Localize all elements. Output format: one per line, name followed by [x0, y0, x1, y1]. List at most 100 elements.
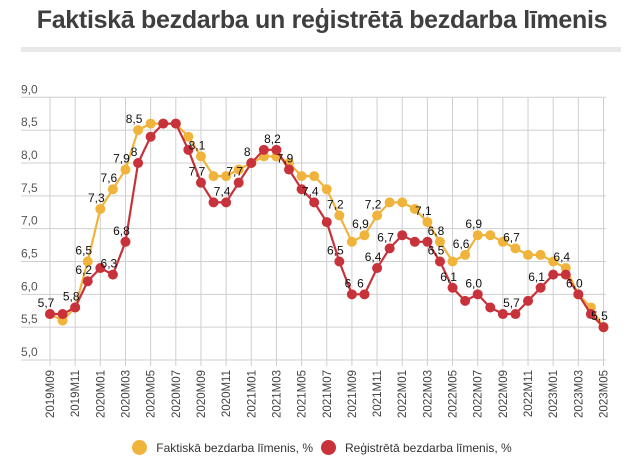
data-point-registreta: [497, 309, 508, 320]
x-tick-label: 2022M09: [498, 370, 510, 418]
y-axis-ticks: 5,0 5,5 6,0 6,5 7,0 7,5 8,0 8,5 9,0: [21, 82, 38, 359]
data-point-faktiska: [434, 236, 445, 247]
data-point-registreta: [334, 256, 345, 267]
data-point-registreta: [233, 177, 244, 188]
data-point-registreta: [133, 157, 144, 168]
data-point-faktiska: [510, 243, 521, 254]
data-label: 6,1: [440, 270, 457, 284]
data-point-faktiska: [372, 210, 383, 221]
data-point-faktiska: [183, 131, 194, 142]
legend-label-faktiska: Faktiskā bezdarba līmenis, %: [156, 440, 313, 455]
data-label: 7,7: [189, 165, 206, 179]
data-point-faktiska: [133, 125, 144, 136]
x-tick-label: 2021M09: [347, 370, 359, 418]
x-tick-label: 2022M11: [523, 370, 535, 417]
data-label: 8,2: [264, 132, 281, 146]
data-label: 5,7: [38, 296, 55, 310]
data-point-faktiska: [409, 203, 420, 214]
y-tick-label: 6,5: [21, 246, 38, 260]
data-point-faktiska: [334, 210, 345, 221]
y-tick-label: 7,0: [21, 214, 38, 228]
legend-item-registreta[interactable]: Reģistrētā bezdarba līmenis, %: [320, 440, 512, 455]
data-label: 6,7: [377, 230, 394, 244]
data-point-registreta: [346, 289, 357, 300]
x-tick-label: 2019M09: [45, 370, 57, 418]
data-point-registreta: [372, 263, 383, 274]
data-point-registreta: [560, 269, 571, 280]
data-point-registreta: [422, 236, 433, 247]
x-tick-label: 2020M11: [221, 370, 233, 417]
data-point-faktiska: [359, 230, 370, 241]
data-point-registreta: [183, 144, 194, 155]
data-point-registreta: [120, 236, 131, 247]
x-axis-ticks: 2019M09 2019M11 2020M01 2020M03 2020M05 2020M…: [45, 370, 611, 418]
legend-marker-faktiska: [132, 440, 148, 455]
data-point-faktiska: [233, 164, 244, 175]
data-point-registreta: [195, 177, 206, 188]
data-point-faktiska: [535, 249, 546, 260]
data-point-faktiska: [195, 151, 206, 162]
data-label: 6,3: [101, 257, 118, 271]
data-label: 6: [357, 276, 364, 290]
data-label: 6,9: [352, 217, 369, 231]
data-point-faktiska: [221, 171, 232, 182]
data-label: 8,5: [126, 112, 143, 126]
data-label: 8: [244, 145, 251, 159]
data-point-registreta: [447, 282, 458, 293]
data-label: 6: [345, 276, 352, 290]
x-tick-label: 2021M07: [322, 370, 334, 418]
data-point-faktiska: [208, 171, 219, 182]
x-tick-label: 2021M05: [297, 370, 309, 418]
x-tick-label: 2022M03: [422, 370, 434, 418]
data-point-faktiska: [485, 230, 496, 241]
data-point-faktiska: [309, 171, 320, 182]
data-label: 6,5: [327, 243, 344, 257]
data-point-registreta: [82, 276, 93, 287]
y-tick-label: 5,5: [21, 312, 38, 326]
data-point-registreta: [510, 309, 521, 320]
data-label: 8,1: [189, 138, 206, 152]
data-label: 7,6: [101, 171, 118, 185]
data-point-faktiska: [346, 236, 357, 247]
data-point-faktiska: [321, 184, 332, 195]
data-point-registreta: [359, 289, 370, 300]
data-point-faktiska: [384, 197, 395, 208]
data-label: 7,2: [327, 198, 344, 212]
data-label: 6,4: [553, 250, 570, 264]
x-tick-label: 2019M11: [70, 370, 82, 417]
data-label: 7,9: [277, 152, 294, 166]
x-tick-label: 2020M03: [120, 370, 132, 418]
title-divider: [21, 47, 621, 52]
y-tick-label: 8,5: [21, 115, 38, 129]
data-point-registreta: [548, 269, 559, 280]
x-tick-label: 2023M05: [599, 370, 611, 418]
data-label: 6,4: [365, 250, 382, 264]
data-label: 7,2: [365, 198, 382, 212]
data-label: 5,5: [591, 309, 608, 323]
data-label: 6,8: [113, 224, 130, 238]
data-point-registreta: [460, 295, 471, 306]
series-layer: [45, 118, 609, 333]
data-point-registreta: [258, 144, 269, 155]
x-tick-label: 2022M07: [473, 370, 485, 418]
data-point-registreta: [284, 164, 295, 175]
data-label: 6,1: [528, 270, 545, 284]
data-point-registreta: [309, 197, 320, 208]
grid-lines: [21, 96, 606, 366]
data-point-faktiska: [120, 164, 131, 175]
x-tick-label: 2020M01: [95, 370, 107, 418]
data-point-registreta: [57, 309, 68, 320]
data-label: 7,1: [415, 204, 432, 218]
data-point-registreta: [145, 131, 156, 142]
data-point-faktiska: [95, 203, 106, 214]
data-labels: 5,7 5,8 6,5 6,2 7,3 6,3 7,6 7,9 6,8 8 8,5 8,1 7,7 7,4…: [38, 112, 609, 323]
data-point-registreta: [573, 289, 584, 300]
data-point-faktiska: [523, 249, 534, 260]
data-label: 6,7: [503, 230, 520, 244]
data-label: 5,7: [503, 296, 520, 310]
data-point-registreta: [45, 309, 55, 320]
data-label: 7,7: [226, 165, 243, 179]
legend-item-faktiska[interactable]: Faktiskā bezdarba līmenis, %: [132, 440, 313, 455]
data-point-registreta: [409, 236, 420, 247]
